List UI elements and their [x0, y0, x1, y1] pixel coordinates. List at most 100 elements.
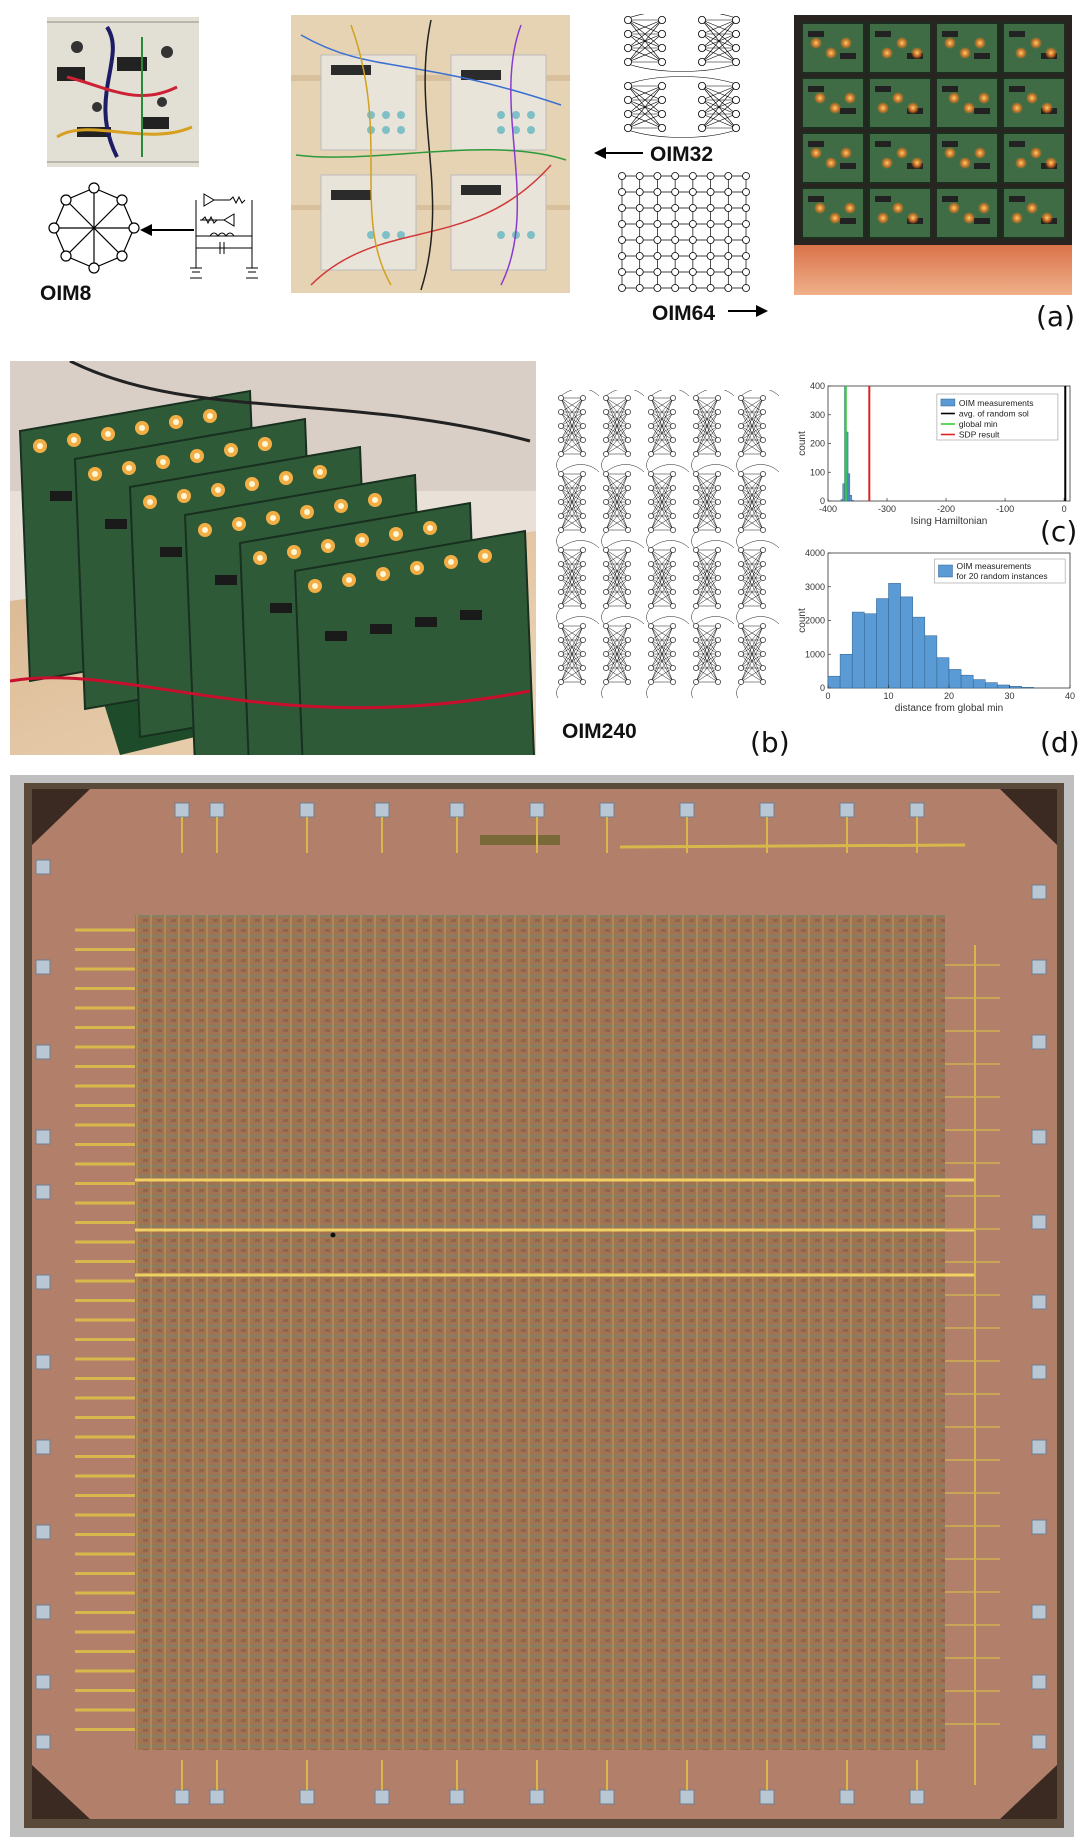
bond-pad: [35, 1044, 51, 1060]
graph-node: [603, 561, 609, 567]
graph-node: [738, 485, 744, 491]
graph-node: [603, 423, 609, 429]
graph-node: [688, 284, 697, 292]
led: [974, 147, 986, 159]
graph-node: [738, 637, 744, 643]
led: [896, 147, 908, 159]
graph-node: [625, 575, 631, 581]
y-tick-label: 200: [810, 439, 825, 449]
graph-node: [698, 110, 707, 119]
graph-node: [658, 43, 667, 52]
graph-node: [658, 110, 667, 119]
graph-node: [693, 561, 699, 567]
histogram-bar: [849, 495, 852, 502]
graph-node: [648, 437, 654, 443]
graph-node: [715, 409, 721, 415]
graph-node: [603, 409, 609, 415]
graph-node: [648, 527, 654, 533]
graph-node: [603, 547, 609, 553]
graph-node: [742, 252, 750, 260]
graph-node: [580, 471, 586, 477]
graph-node: [603, 527, 609, 533]
led: [948, 92, 960, 104]
graph-node: [715, 547, 721, 553]
bond-pad: [1031, 1674, 1047, 1690]
graph-node: [693, 575, 699, 581]
graph-node: [580, 603, 586, 609]
graph-node: [760, 485, 766, 491]
graph-node: [760, 451, 766, 457]
graph-node: [698, 82, 707, 91]
histogram-bar: [864, 613, 877, 689]
led: [911, 157, 923, 169]
graph-node: [760, 527, 766, 533]
graph-node: [760, 603, 766, 609]
oim8-graph: [48, 182, 140, 274]
graph-node: [558, 527, 564, 533]
graph-node: [693, 451, 699, 457]
graph-node: [715, 451, 721, 457]
graph-node: [603, 589, 609, 595]
led: [840, 147, 852, 159]
cable: [69, 361, 531, 443]
graph-node: [580, 637, 586, 643]
graph-node: [670, 437, 676, 443]
graph-node: [558, 603, 564, 609]
arrow-icon: [594, 147, 643, 159]
graph-node: [625, 623, 631, 629]
graph-node: [603, 651, 609, 657]
graph-node: [625, 471, 631, 477]
graph-node: [558, 451, 564, 457]
graph-node: [715, 603, 721, 609]
graph-node: [671, 252, 680, 260]
bond-pad: [374, 1789, 390, 1805]
graph-node: [760, 665, 766, 671]
oim8-label: OIM8: [40, 282, 92, 305]
graph-node: [625, 513, 631, 519]
graph-node: [760, 423, 766, 429]
histogram-bar: [842, 483, 845, 502]
legend-label: SDP result: [959, 430, 1000, 440]
graph-node: [653, 204, 662, 212]
graph-node: [738, 575, 744, 581]
bond-pad: [1031, 1129, 1047, 1145]
graph-node: [618, 268, 626, 276]
graph-node: [715, 651, 721, 657]
bond-pad: [529, 1789, 545, 1805]
graph-node: [688, 268, 697, 276]
graph-node: [658, 16, 667, 24]
graph-node: [760, 437, 766, 443]
graph-node: [603, 575, 609, 581]
graph-node: [580, 409, 586, 415]
histogram-bar: [912, 616, 926, 689]
graph-node: [603, 451, 609, 457]
graph-node: [558, 547, 564, 553]
graph-node: [738, 623, 744, 629]
y-tick-label: 300: [810, 410, 825, 420]
graph-node: [580, 395, 586, 401]
graph-node: [658, 29, 667, 38]
graph-node: [635, 220, 644, 228]
histogram-bar: [827, 675, 841, 689]
bond-pad: [374, 802, 390, 818]
graph-node: [580, 451, 586, 457]
graph-node: [732, 96, 741, 105]
histogram-bar: [900, 596, 913, 689]
led: [877, 102, 889, 114]
graph-node: [648, 561, 654, 567]
graph-node: [715, 513, 721, 519]
x-tick-label: 0: [825, 691, 830, 701]
led: [978, 92, 990, 104]
x-tick-label: 10: [883, 691, 893, 701]
x-tick-label: 40: [1065, 691, 1075, 701]
graph-node: [648, 423, 654, 429]
graph-node: [648, 575, 654, 581]
bond-pad: [759, 802, 775, 818]
y-tick-label: 0: [820, 496, 825, 506]
graph-node: [648, 679, 654, 685]
led: [911, 47, 923, 59]
graph-node: [670, 651, 676, 657]
graph-node: [724, 188, 733, 196]
graph-node: [706, 252, 715, 260]
